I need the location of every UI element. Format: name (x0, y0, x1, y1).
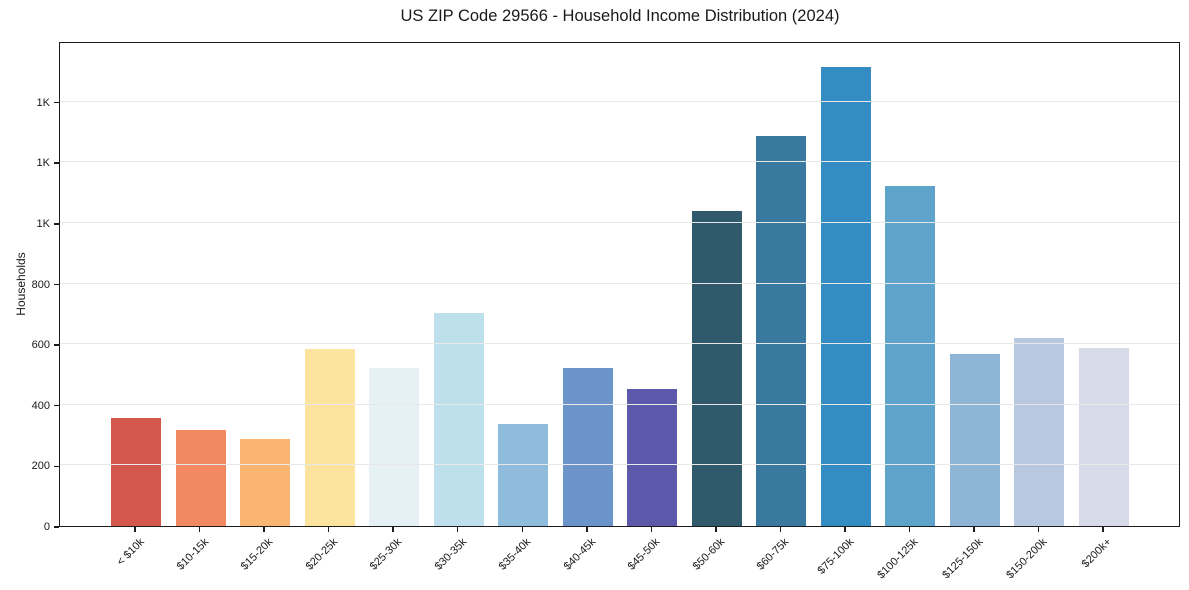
y-axis-tick-label: 1K (36, 157, 50, 170)
y-axis-tick-label: 1K (36, 96, 50, 109)
x-axis-tick (521, 527, 524, 532)
x-axis-tick-label: $100-125k (875, 536, 921, 582)
x-axis-tick (650, 527, 653, 532)
gridline-200 (60, 464, 1179, 466)
x-axis-tick (779, 527, 782, 532)
y-axis-tick-label: 200 (31, 460, 50, 473)
y-axis-label: Households (14, 252, 28, 316)
gridline-1200 (60, 161, 1179, 163)
x-axis-tick (715, 527, 717, 532)
x-axis-tick-label: $75-100k (815, 536, 857, 577)
y-axis-tick-label: 0 (43, 521, 50, 533)
x-axis-tick-label: $20-25k (303, 536, 341, 573)
x-axis-tick-label: $15-20k (239, 536, 276, 573)
bar--35-40k (498, 423, 549, 526)
x-axis-tick-label: $35-40k (497, 536, 534, 573)
x-axis-tick (327, 527, 330, 532)
bar--15-20k (240, 439, 291, 526)
x-axis-tick-label: $25-30k (368, 536, 405, 573)
x-axis-tick-label: $45-50k (626, 536, 663, 573)
x-axis-tick (973, 527, 975, 532)
y-axis-tick-label: 400 (31, 399, 50, 412)
x-axis-tick-label: $150-200k (1004, 536, 1050, 582)
x-axis-tick (908, 527, 911, 532)
x-axis-tick (586, 527, 588, 532)
gridline-1400 (60, 100, 1179, 102)
x-axis-tick-label: $200k+ (1079, 536, 1115, 571)
x-axis-tick-label: $125-150k (939, 536, 986, 582)
bar--50-60k (691, 211, 742, 526)
x-axis-tick (1102, 527, 1104, 532)
bar--20-25k (304, 348, 355, 526)
bar--45-50k (627, 388, 678, 526)
bar--100-125k (885, 185, 936, 526)
gridline-400 (60, 403, 1179, 405)
x-axis-tick-label: $30-35k (432, 536, 470, 573)
x-axis-tick (263, 527, 265, 532)
bar--125-150k (949, 354, 1000, 526)
bar--10-15k (175, 429, 226, 526)
bar--150-200k (1014, 337, 1065, 526)
x-axis-tick (134, 527, 136, 532)
y-axis-tick-label: 600 (31, 339, 50, 352)
x-axis-tick (198, 527, 201, 532)
bar--200k+ (1078, 347, 1129, 526)
gridline-800 (60, 282, 1179, 284)
bar--40-45k (562, 367, 613, 526)
x-axis-tick (456, 527, 459, 532)
gridline-600 (60, 343, 1179, 345)
bar--75-100k (820, 66, 871, 526)
plot-area (59, 42, 1180, 527)
chart-title: US ZIP Code 29566 - Household Income Dis… (400, 7, 840, 25)
x-axis-tick-label: $60-75k (755, 536, 792, 573)
gridline-1000 (60, 221, 1179, 223)
bar--30-35k (433, 312, 484, 526)
x-axis-tick (1037, 527, 1040, 532)
x-axis-tick-label: < $10k (114, 536, 147, 569)
x-axis-tick-label: $10-15k (174, 536, 212, 573)
bar--25-30k (369, 368, 420, 526)
x-axis-tick-label: $50-60k (690, 536, 728, 573)
bar--60-75k (756, 135, 807, 526)
y-axis-tick-label: 1K (36, 217, 50, 230)
x-axis-tick (844, 527, 846, 532)
x-axis-tick-label: $40-45k (561, 536, 599, 573)
bar--10k (111, 418, 162, 526)
x-axis-tick (392, 527, 394, 532)
